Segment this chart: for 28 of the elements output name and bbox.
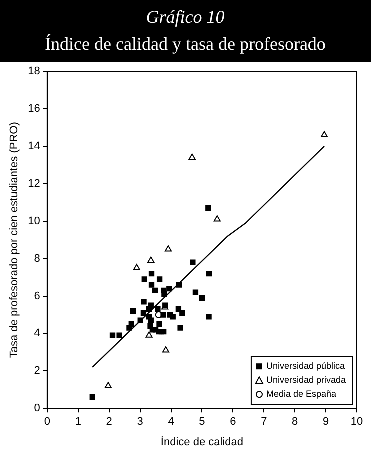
x-tick-label: 10 <box>350 416 364 428</box>
chart-subtitle: Índice de calidad y tasa de profesorado <box>44 33 327 56</box>
x-axis-title: Índice de calidad <box>160 435 244 448</box>
legend-label: Universidad pública <box>266 361 346 372</box>
x-tick-label: 9 <box>322 416 330 428</box>
y-tick-label: 18 <box>28 66 40 78</box>
y-tick-label: 4 <box>34 328 40 340</box>
legend-label: Universidad privada <box>266 375 346 386</box>
y-tick-label: 14 <box>28 140 40 153</box>
x-tick-label: 5 <box>199 416 206 428</box>
y-tick-label: 12 <box>28 178 40 190</box>
y-axis-title: Tasa de profesorado por cien estudiantes (PRO) <box>8 122 21 358</box>
x-tick-label: 2 <box>106 416 112 428</box>
y-tick-label: 0 <box>34 402 40 415</box>
y-tick-label: 6 <box>34 290 40 302</box>
x-tick-label: 6 <box>230 416 236 428</box>
x-tick-label: 8 <box>292 416 298 428</box>
x-tick-label: 3 <box>137 416 144 428</box>
y-tick-label: 10 <box>28 215 40 228</box>
x-tick-label: 4 <box>168 416 174 428</box>
y-tick-label: 8 <box>34 252 40 265</box>
x-tick-label: 1 <box>75 416 82 428</box>
y-tick-label: 2 <box>34 365 40 378</box>
legend-label: Media de España <box>266 389 337 400</box>
x-tick-label: 0 <box>44 416 50 428</box>
x-tick-label: 7 <box>261 416 268 428</box>
y-tick-label: 16 <box>28 103 40 116</box>
chart-title: Gráfico 10 <box>145 6 226 29</box>
